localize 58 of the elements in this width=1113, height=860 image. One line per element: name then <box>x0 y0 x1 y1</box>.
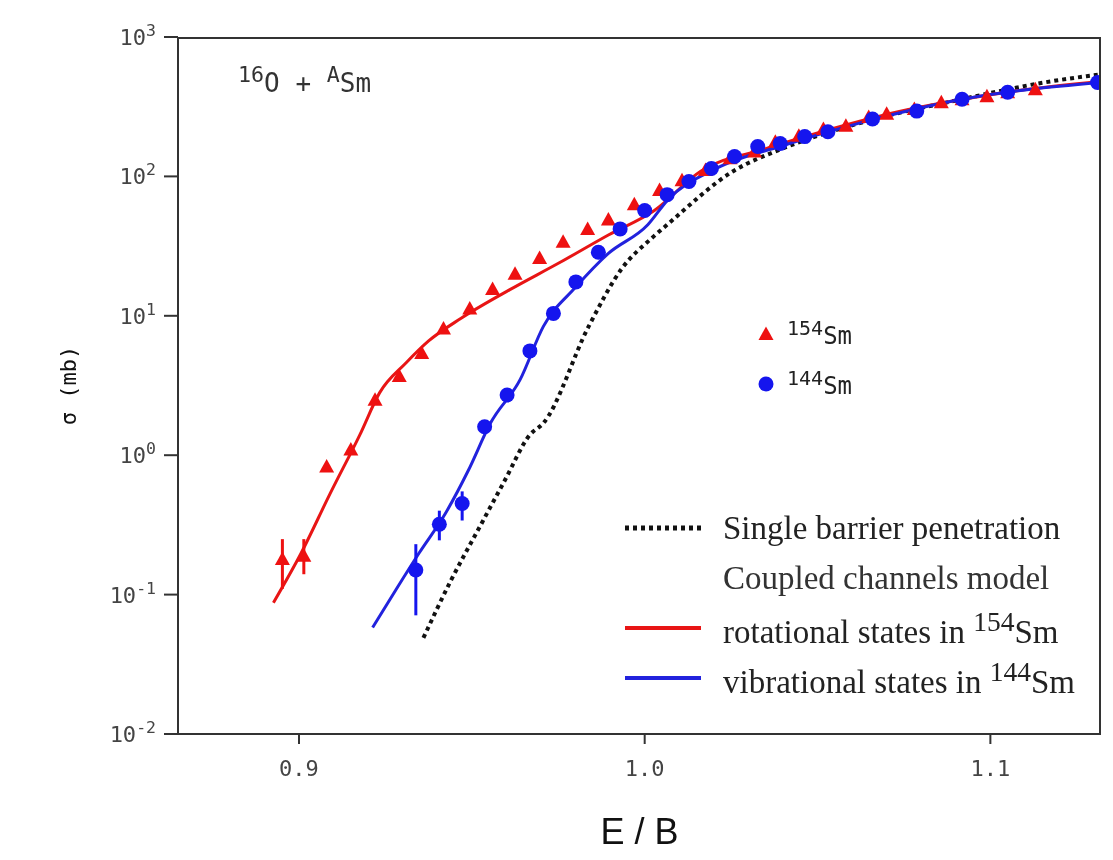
point <box>408 562 424 578</box>
point <box>865 111 880 127</box>
x-tick-label: 0.9 <box>279 756 319 781</box>
point <box>319 458 335 473</box>
point <box>772 136 788 152</box>
point <box>555 234 571 248</box>
point <box>499 387 515 403</box>
point <box>750 138 766 154</box>
point <box>600 212 616 226</box>
y-tick-label: 10$^{1}$ <box>119 299 156 329</box>
point <box>367 392 383 406</box>
legend-label: Single barrier penetration <box>723 509 1061 547</box>
point <box>477 419 493 435</box>
point <box>703 160 719 176</box>
legend-label: $^{154}$Sm <box>787 316 853 350</box>
point <box>414 345 430 360</box>
point <box>797 129 813 145</box>
y-tick-label: 10$^{2}$ <box>119 159 156 190</box>
x-axis-title: E / B <box>600 811 679 852</box>
x-tick-label: 1.1 <box>970 756 1011 781</box>
point <box>522 343 538 359</box>
legend-label: $^{144}$Sm <box>787 366 853 400</box>
point <box>454 496 470 512</box>
annotation: $^{16}$O + $^{A}$Sm <box>238 62 372 98</box>
point <box>545 305 561 321</box>
point <box>879 106 895 120</box>
point <box>637 202 653 218</box>
point <box>507 266 523 280</box>
y-tick-label: 10$^{-1}$ <box>109 578 156 608</box>
legend-label: rotational states in $^{154}$Sm <box>723 605 1059 651</box>
point <box>580 221 596 235</box>
point <box>590 244 606 260</box>
point <box>274 551 290 566</box>
point <box>296 548 312 562</box>
point <box>681 173 697 189</box>
x-tick-label: 1.0 <box>624 756 665 781</box>
point <box>838 118 854 132</box>
point <box>659 187 675 203</box>
point <box>462 300 478 315</box>
point <box>431 516 447 532</box>
point <box>727 148 743 164</box>
point <box>532 250 548 264</box>
y-tick-label: 10$^{-2}$ <box>109 717 156 747</box>
annotation: Coupled channels model <box>722 559 1051 598</box>
point <box>435 321 451 335</box>
point <box>391 368 407 382</box>
y-tick-label: 10$^{3}$ <box>119 20 156 50</box>
point <box>820 124 836 140</box>
y-axis-title: σ (mb) <box>55 345 81 426</box>
y-tick-label: 10$^{0}$ <box>119 438 156 469</box>
legend-label: vibrational states in $^{144}$Sm <box>723 655 1075 701</box>
point <box>612 221 628 237</box>
point <box>568 274 584 290</box>
point <box>485 281 501 295</box>
point <box>343 441 359 456</box>
point <box>979 88 995 103</box>
point <box>933 94 949 109</box>
point <box>1027 81 1043 96</box>
